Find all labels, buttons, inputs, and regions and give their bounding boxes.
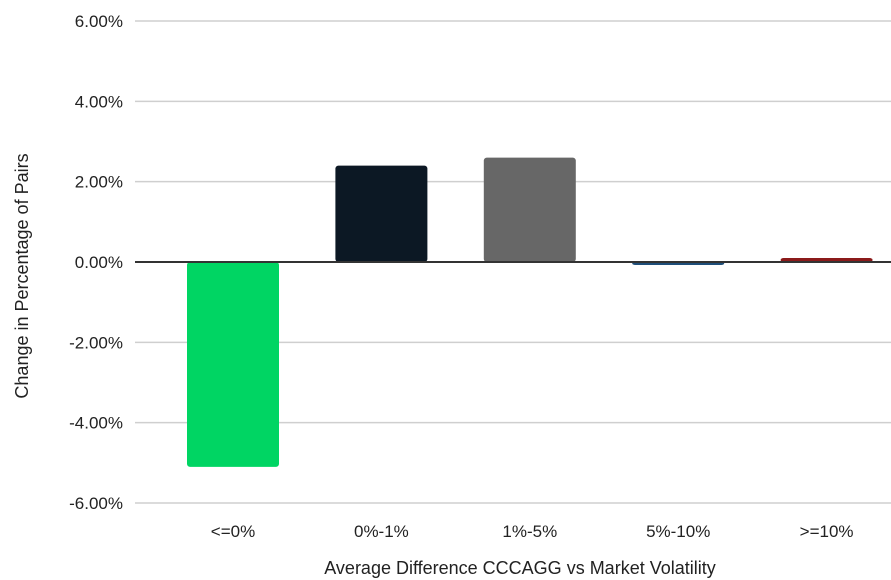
bar [780,257,873,262]
x-axis-ticks: <=0% 0%-1% 1%-5% 5%-10% >=10% [211,522,854,541]
x-axis-title: Average Difference CCCAGG vs Market Vola… [324,558,715,578]
x-tick-label: >=10% [800,522,854,541]
y-axis-ticks: 6.00% 4.00% 2.00% 0.00% -2.00% -4.00% -6.00% [69,12,123,513]
x-tick-label: 1%-5% [502,522,557,541]
x-tick-label: 5%-10% [646,522,710,541]
bars [187,157,873,467]
y-axis-title: Change in Percentage of Pairs [12,153,32,398]
y-tick-label: 2.00% [75,173,123,192]
x-tick-label: <=0% [211,522,255,541]
x-tick-label: 0%-1% [354,522,409,541]
y-tick-label: -4.00% [69,414,123,433]
y-tick-label: 6.00% [75,12,123,31]
y-tick-label: -2.00% [69,333,123,352]
y-tick-label: 4.00% [75,92,123,111]
bar [187,262,279,467]
bar [483,157,576,262]
y-tick-label: 0.00% [75,253,123,272]
y-tick-label: -6.00% [69,494,123,513]
bar [335,165,428,262]
